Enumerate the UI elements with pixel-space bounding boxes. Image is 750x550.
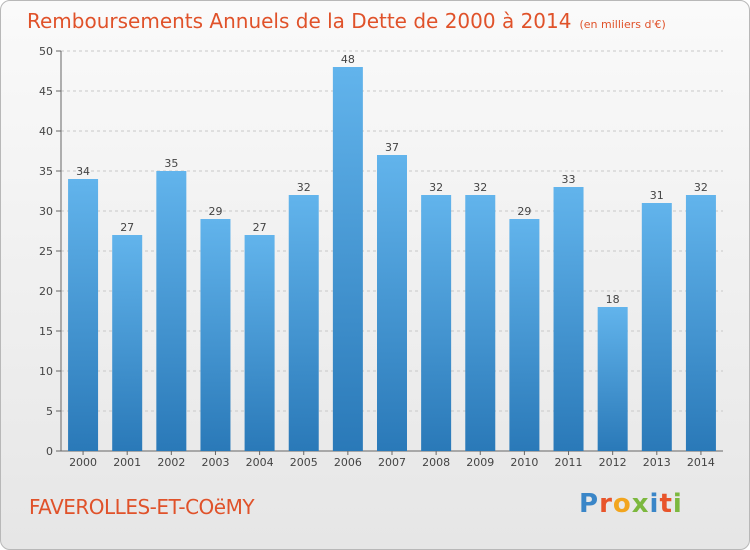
y-tick-label: 35 — [39, 165, 53, 178]
y-tick-label: 15 — [39, 325, 53, 338]
y-tick-label: 30 — [39, 205, 53, 218]
commune-name: FAVEROLLES-ET-COëMY — [29, 495, 255, 519]
logo-letter: r — [599, 489, 613, 519]
proxiti-logo: Proxiti — [579, 489, 683, 519]
data-labels: 34 27 35 29 27 32 48 37 32 32 29 33 18 31 32 — [76, 53, 708, 306]
bar-2002 — [156, 171, 187, 451]
data-label-2000: 34 — [76, 165, 90, 178]
bar-2012 — [597, 307, 628, 451]
logo-letter: i — [649, 489, 660, 519]
axes: 0 5 10 15 20 25 30 35 40 45 50 2000 2001 2002 2003 2004… — [39, 45, 723, 469]
data-label-2002: 35 — [164, 157, 178, 170]
bar-2007 — [377, 155, 407, 451]
data-label-2014: 32 — [694, 181, 708, 194]
chart-title-text: Remboursements Annuels de la Dette de 20… — [27, 9, 572, 33]
y-tick-label: 50 — [39, 45, 53, 58]
x-tick-label-2012: 2012 — [599, 456, 627, 469]
chart-subtitle: (en milliers d'€) — [579, 18, 666, 31]
bar-2001 — [112, 235, 143, 451]
data-label-2010: 29 — [517, 205, 531, 218]
logo-letter: i — [672, 489, 683, 519]
x-tick-label-2007: 2007 — [378, 456, 406, 469]
bar-2004 — [244, 235, 275, 451]
bar-2010 — [509, 219, 540, 451]
data-label-2001: 27 — [120, 221, 134, 234]
x-tick-label-2009: 2009 — [466, 456, 494, 469]
data-label-2013: 31 — [650, 189, 664, 202]
x-tick-label-2002: 2002 — [157, 456, 185, 469]
x-tick-label-2013: 2013 — [643, 456, 671, 469]
x-tick-label-2010: 2010 — [510, 456, 538, 469]
x-tick-label-2005: 2005 — [290, 456, 318, 469]
logo-letter: x — [631, 489, 650, 519]
logo-letter: o — [612, 489, 632, 519]
logo-letter: t — [659, 489, 673, 519]
bar-2011 — [553, 187, 584, 451]
data-label-2012: 18 — [606, 293, 620, 306]
x-tick-label-2004: 2004 — [246, 456, 274, 469]
data-label-2006: 48 — [341, 53, 355, 66]
x-tick-label-2003: 2003 — [201, 456, 229, 469]
bar-2006 — [332, 67, 363, 451]
x-tick-label-2008: 2008 — [422, 456, 450, 469]
bar-2000 — [68, 179, 99, 451]
data-label-2008: 32 — [429, 181, 443, 194]
y-tick-label: 0 — [46, 445, 53, 458]
bars — [68, 67, 716, 451]
bar-2013 — [641, 203, 672, 451]
x-tick-label-2011: 2011 — [555, 456, 583, 469]
bar-2008 — [421, 195, 452, 451]
bar-2014 — [685, 195, 716, 451]
y-tick-label: 45 — [39, 85, 53, 98]
bar-2009 — [465, 195, 496, 451]
x-tick-label-2001: 2001 — [113, 456, 141, 469]
data-label-2009: 32 — [473, 181, 487, 194]
bar-2003 — [200, 219, 231, 451]
data-label-2005: 32 — [297, 181, 311, 194]
y-tick-label: 20 — [39, 285, 53, 298]
y-tick-label: 25 — [39, 245, 53, 258]
y-tick-label: 40 — [39, 125, 53, 138]
x-tick-label-2006: 2006 — [334, 456, 362, 469]
x-tick-label-2000: 2000 — [69, 456, 97, 469]
logo-letter: P — [579, 489, 600, 519]
x-tick-label-2014: 2014 — [687, 456, 715, 469]
chart-title: Remboursements Annuels de la Dette de 20… — [27, 9, 666, 33]
bar-2005 — [288, 195, 319, 451]
data-label-2003: 29 — [208, 205, 222, 218]
y-tick-label: 5 — [46, 405, 53, 418]
data-label-2011: 33 — [562, 173, 576, 186]
data-label-2007: 37 — [385, 141, 399, 154]
y-tick-label: 10 — [39, 365, 53, 378]
data-label-2004: 27 — [253, 221, 267, 234]
